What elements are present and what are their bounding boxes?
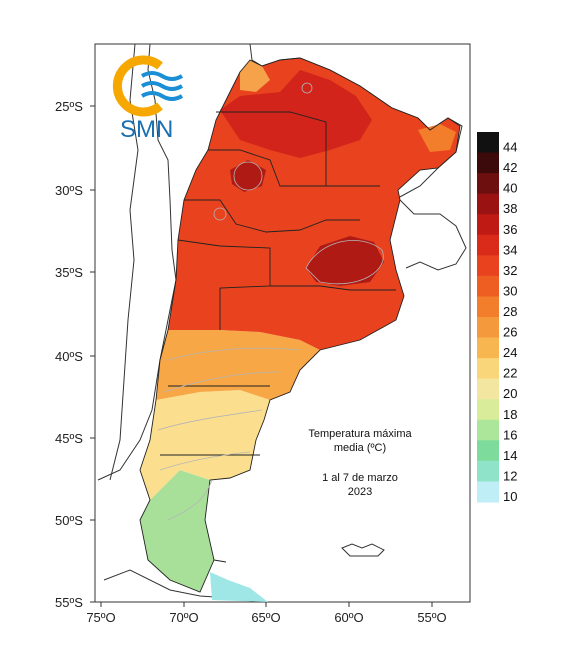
colorbar-tick-label: 38: [503, 201, 517, 216]
colorbar-tick-label: 24: [503, 345, 517, 360]
colorbar-swatch: [477, 419, 499, 441]
logo-text: SMN: [120, 116, 173, 143]
smn-logo: SMN: [112, 55, 184, 143]
colorbar-swatch: [477, 440, 499, 462]
colorbar-tick-label: 16: [503, 427, 517, 442]
lon-label-75: 75ºO: [86, 610, 115, 625]
colorbar-tick-label: 30: [503, 283, 517, 298]
colorbar-swatch: [477, 337, 499, 359]
lat-axis: [90, 105, 95, 603]
colorbar-tick-label: 12: [503, 468, 517, 483]
colorbar-swatch: [477, 481, 499, 503]
isotherms: [157, 82, 384, 521]
lat-label-50: 50ºS: [55, 513, 83, 528]
colorbar-swatch: [477, 132, 499, 154]
colorbar-swatch: [477, 152, 499, 174]
zone-tierra-del-fuego: [210, 572, 268, 602]
zone-core-west: [230, 160, 266, 192]
zone-south-cool: [140, 470, 214, 592]
logo-wave-2: [140, 81, 184, 91]
colorbar-swatch: [477, 214, 499, 236]
colorbar-tick-label: 36: [503, 222, 517, 237]
lat-label-55: 55ºS: [55, 595, 83, 610]
colorbar-swatch: [477, 255, 499, 277]
zone-ne-light: [418, 124, 456, 152]
colorbar-tick-label: 28: [503, 304, 517, 319]
colorbar-swatch: [477, 399, 499, 421]
colorbar-tick-label: 14: [503, 448, 517, 463]
logo-sun-arc: [112, 55, 163, 117]
colorbar-tick-label: 42: [503, 160, 517, 175]
colorbar: 44 42 40 38 36 34 32 30 28 26 24 22 20 18 16 14 12 10: [477, 132, 517, 504]
lat-label-35: 35ºS: [55, 265, 83, 280]
annotation-line-3: 1 al 7 de marzo: [322, 472, 398, 484]
logo-wave-1: [140, 71, 184, 81]
annotation-line-1: Temperatura máxima: [308, 428, 412, 440]
province-borders: [139, 57, 461, 593]
colorbar-tick-label: 44: [503, 140, 517, 155]
zone-nw-cool: [240, 60, 270, 92]
colorbar-swatch: [477, 317, 499, 339]
colorbar-tick-label: 34: [503, 242, 517, 257]
colorbar-tick-label: 32: [503, 263, 517, 278]
lon-label-60: 60ºO: [334, 610, 363, 625]
colorbar-tick-label: 26: [503, 325, 517, 340]
annotation-line-2: media (ºC): [334, 442, 386, 454]
zone-core-east: [306, 236, 384, 286]
colorbar-swatch: [477, 275, 499, 297]
lat-label-25: 25ºS: [55, 99, 83, 114]
annotation-line-4: 2023: [348, 486, 372, 498]
lat-label-40: 40ºS: [55, 349, 83, 364]
colorbar-tick-label: 18: [503, 407, 517, 422]
colorbar-swatch: [477, 173, 499, 195]
logo-wave-3: [140, 91, 184, 101]
lat-label-45: 45ºS: [55, 431, 83, 446]
lat-label-30: 30ºS: [55, 183, 83, 198]
lon-label-70: 70ºO: [169, 610, 198, 625]
zone-patagonia-pale: [140, 390, 270, 500]
colorbar-swatch: [477, 378, 499, 400]
lon-axis: [100, 602, 433, 607]
colorbar-tick-label: 22: [503, 366, 517, 381]
colorbar-swatch: [477, 193, 499, 215]
colorbar-swatch: [477, 460, 499, 482]
colorbar-tick-label: 20: [503, 386, 517, 401]
colorbar-swatch: [477, 234, 499, 256]
lon-label-65: 65ºO: [251, 610, 280, 625]
colorbar-tick-label: 10: [503, 489, 517, 504]
colorbar-tick-label: 40: [503, 181, 517, 196]
colorbar-swatch: [477, 296, 499, 318]
colorbar-swatch: [477, 358, 499, 380]
malvinas-islands: [341, 543, 385, 557]
lon-label-55: 55ºO: [417, 610, 446, 625]
